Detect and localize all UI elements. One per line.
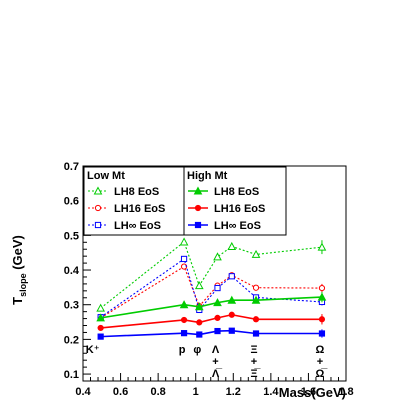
- legend-entry-label: LH8 EoS: [114, 186, 159, 198]
- y-tick-label: 0.3: [64, 300, 79, 312]
- particle-label: Λ: [212, 344, 220, 356]
- particle-label: Ω: [316, 344, 325, 356]
- series-3: [96, 291, 327, 322]
- series-4: [97, 311, 326, 332]
- x-tick-label: 0.6: [113, 386, 128, 398]
- data-point: [196, 319, 203, 326]
- data-point: [318, 284, 326, 292]
- particle-label: K⁺: [86, 344, 100, 356]
- x-tick-label: 0.8: [150, 386, 165, 398]
- data-point: [317, 292, 327, 301]
- series-2: [97, 255, 326, 321]
- data-point: [97, 333, 104, 340]
- legend-entry-label: LH16 EoS: [114, 203, 165, 215]
- particle-label: φ: [193, 344, 201, 356]
- legend-entry-label: LH∞ EoS: [114, 220, 161, 232]
- legend-title: Low Mt: [87, 170, 125, 182]
- legend-entry-label: LH8 EoS: [214, 186, 259, 198]
- y-axis-label-sub: slope: [18, 273, 28, 297]
- series-1: [97, 263, 326, 321]
- data-point: [251, 295, 261, 304]
- data-point: [180, 316, 188, 324]
- data-point: [228, 327, 235, 334]
- data-point: [252, 330, 260, 337]
- data-point: [252, 284, 260, 291]
- particle-label-sub: +: [212, 356, 218, 368]
- x-tick-label: 0.4: [75, 386, 91, 398]
- x-tick-label: 1.4: [263, 386, 279, 398]
- legend-marker: [93, 186, 103, 195]
- legend-marker: [194, 204, 202, 212]
- y-tick-label: 0.5: [64, 230, 79, 242]
- data-point: [318, 330, 326, 337]
- data-point: [213, 252, 222, 261]
- data-point: [194, 281, 204, 290]
- y-axis-label-main: T: [10, 297, 25, 305]
- series-line: [100, 329, 322, 338]
- legend-marker: [94, 204, 102, 212]
- x-axis-label: Mass(GeV): [279, 385, 346, 400]
- legend-marker: [94, 221, 102, 229]
- y-tick-label: 0.1: [64, 369, 79, 381]
- data-point: [96, 303, 105, 312]
- data-point: [97, 324, 104, 332]
- y-axis-label-unit: (GeV): [10, 235, 25, 273]
- legend-entry-label: LH∞ EoS: [214, 220, 261, 232]
- y-tick-label: 0.2: [64, 334, 79, 346]
- y-axis-label: Tslope (GeV): [10, 235, 28, 305]
- legend: Low Mt LH8 EoS LH16 EoS LH∞ EoS High Mt LH8 E…: [83, 166, 287, 236]
- data-point: [96, 313, 105, 322]
- axes: 0.4 0.6 0.8 1 1.2 1.4 1.6 1.8 0.1 0.2 0.3 0.4 0.5 0.6…: [64, 161, 354, 398]
- data-point: [214, 314, 221, 321]
- data-point: [252, 316, 260, 323]
- particle-label-sub: Ξ̅: [250, 368, 261, 380]
- series-line: [100, 313, 322, 329]
- x-tick-label: 1.8: [338, 386, 353, 398]
- data-point: [194, 302, 204, 311]
- particle-label: p: [179, 344, 186, 356]
- data-point: [179, 237, 189, 246]
- particle-labels: K⁺ p φ Λ+Λ̅Ξ+Ξ̅Ω+Ω̅: [86, 344, 329, 380]
- data-point: [227, 295, 237, 304]
- legend-title: High Mt: [187, 170, 228, 182]
- data-point: [227, 241, 237, 250]
- legend-marker: [194, 221, 202, 229]
- x-tick-label: 1.2: [226, 386, 241, 398]
- data-point: [196, 331, 203, 338]
- series-5: [97, 327, 326, 340]
- x-tick-label: 1.6: [301, 386, 316, 398]
- y-tick-label: 0.4: [64, 265, 80, 277]
- series-0: [96, 237, 327, 312]
- data-point: [180, 330, 188, 337]
- data-point: [318, 316, 326, 323]
- data-point: [228, 273, 235, 280]
- legend-marker: [193, 186, 203, 195]
- particle-label-sub: +: [317, 356, 323, 368]
- data-point: [213, 298, 222, 307]
- data-point: [180, 255, 188, 263]
- data-point: [214, 327, 221, 335]
- series-line: [100, 265, 322, 319]
- y-tick-label: 0.7: [64, 161, 79, 173]
- particle-label-sub: Λ̅: [212, 368, 223, 380]
- data-point: [179, 300, 189, 309]
- data-point: [214, 284, 221, 292]
- data-point: [317, 242, 327, 251]
- data-point: [251, 249, 261, 258]
- series-layer: [96, 237, 327, 340]
- x-tick-label: 1: [193, 386, 199, 398]
- y-tick-label: 0.6: [64, 196, 79, 208]
- particle-label: Ξ: [250, 344, 257, 356]
- plot-frame: [82, 165, 347, 382]
- legend-entry-label: LH16 EoS: [214, 203, 265, 215]
- particle-label-sub: Ω̅: [316, 368, 329, 380]
- data-point: [228, 311, 235, 318]
- particle-label-sub: +: [251, 356, 257, 368]
- series-line: [100, 296, 322, 319]
